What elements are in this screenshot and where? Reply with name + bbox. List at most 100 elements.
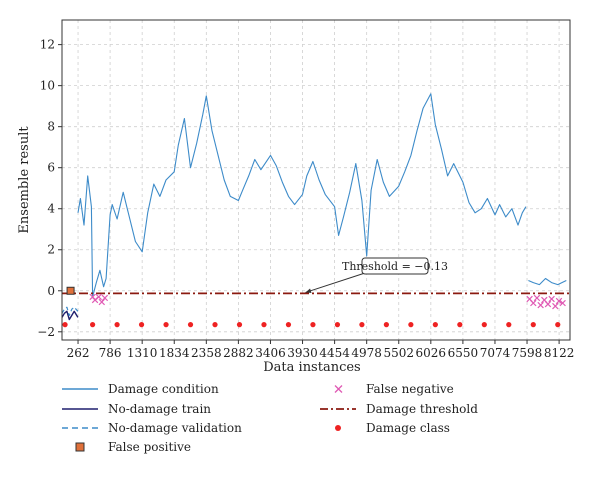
legend-item-nd-val: No-damage validation — [62, 421, 242, 435]
y-tick-label: 8 — [47, 120, 55, 134]
x-tick-label: 6026 — [416, 346, 447, 360]
damage-class-point — [383, 322, 389, 328]
x-tick-label: 7074 — [480, 346, 511, 360]
damage-class-point — [555, 322, 561, 328]
legend-swatch — [335, 425, 341, 431]
legend-item-false-negative: False negative — [334, 382, 454, 396]
damage-class-point — [408, 322, 414, 328]
series-no-damage-train — [61, 310, 79, 321]
false-negative-stroke — [544, 300, 552, 308]
false-negative-stroke — [95, 293, 102, 301]
axes-layer — [61, 19, 571, 341]
x-tick-label: 2358 — [191, 346, 222, 360]
x-tick-label: 786 — [99, 346, 122, 360]
false-negative-point — [555, 297, 563, 305]
legend-label: No-damage train — [108, 402, 211, 416]
series-layer — [61, 93, 570, 321]
legend: Damage condition False negative No-damage … — [62, 382, 478, 454]
x-tick-label: 8122 — [544, 346, 575, 360]
damage-class-point — [62, 322, 68, 328]
y-tick-label: 0 — [47, 284, 55, 298]
legend-item-false-positive: False positive — [75, 440, 191, 454]
x-tick-label: 262 — [67, 346, 90, 360]
legend-swatch — [334, 385, 343, 393]
false-negative-stroke — [98, 298, 106, 306]
damage-class-point — [334, 322, 341, 328]
x-tick-label: 2882 — [223, 346, 254, 360]
x-tick-label: 6550 — [448, 346, 479, 360]
damage-class-point — [457, 322, 463, 328]
y-tick-label: −2 — [37, 325, 55, 339]
legend-label: False positive — [108, 440, 191, 454]
false-negative-stroke — [552, 302, 559, 310]
legend-label: No-damage validation — [108, 421, 242, 435]
false-negative-point — [101, 294, 109, 302]
damage-class-point — [138, 322, 145, 328]
false-negative-point — [533, 294, 541, 302]
legend-label: Damage class — [366, 421, 450, 435]
y-tick-label: 2 — [47, 243, 55, 257]
false-negative-point — [95, 293, 102, 301]
false-negative-stroke — [533, 294, 541, 302]
x-tick-label: 4454 — [319, 346, 350, 360]
markers-layer — [62, 286, 566, 328]
false-negative-stroke — [530, 299, 537, 307]
damage-class-point — [90, 322, 96, 328]
legend-swatch — [75, 442, 85, 452]
false-negative-point — [537, 301, 544, 309]
legend-label: False negative — [366, 382, 454, 396]
ticks-layer: 262 786 1310 1834 2358 2882 3406 3930 4454 4978 55… — [37, 38, 574, 360]
false-negative-point — [98, 298, 106, 306]
annotation-box — [361, 257, 429, 275]
false-negative-stroke — [559, 299, 566, 307]
y-tick-label: 10 — [40, 79, 55, 93]
series-no-damage-validation — [61, 306, 79, 316]
damage-class-point — [432, 322, 438, 328]
legend-item-nd-train: No-damage train — [62, 402, 211, 416]
false-positive-point — [66, 286, 75, 295]
annotation-arrowhead — [305, 288, 312, 293]
damage-class-point — [212, 322, 218, 328]
damage-class-point — [236, 322, 243, 328]
y-axis-title: Ensemble result — [17, 126, 32, 234]
x-tick-label: 3406 — [255, 346, 286, 360]
damage-class-point — [506, 322, 512, 328]
damage-class-point — [163, 322, 169, 328]
damage-class-point — [187, 322, 194, 328]
damage-class-point — [530, 322, 536, 328]
false-negative-stroke — [101, 294, 109, 302]
y-tick-label: 6 — [47, 161, 55, 175]
damage-class-point — [481, 322, 487, 328]
damage-class-point — [310, 322, 316, 328]
legend-item-damage: Damage condition — [62, 382, 219, 396]
x-tick-label: 5502 — [383, 346, 414, 360]
y-tick-label: 4 — [47, 202, 55, 216]
false-negative-point — [548, 295, 555, 303]
x-tick-label: 4978 — [351, 346, 382, 360]
false-negative-stroke — [541, 296, 548, 304]
x-axis-title: Data instances — [263, 360, 360, 375]
false-negative-point — [552, 302, 559, 310]
false-negative-point — [544, 300, 552, 308]
false-negative-stroke — [537, 301, 544, 309]
x-tick-label: 1310 — [127, 346, 158, 360]
false-negative-point — [559, 299, 566, 307]
damage-class-point — [359, 322, 365, 328]
legend-item-damage-class: Damage class — [335, 421, 450, 435]
series-damage-condition-end-segment — [528, 277, 567, 286]
legend-item-threshold: Damage threshold — [320, 402, 478, 416]
x-tick-label: 3930 — [287, 346, 318, 360]
legend-label: Damage condition — [108, 382, 219, 396]
damage-class-point — [285, 322, 292, 328]
annotation-arrow — [305, 272, 366, 293]
false-negative-stroke — [555, 297, 563, 305]
false-negative-stroke — [526, 295, 533, 303]
plot-frame — [61, 19, 571, 341]
x-tick-label: 1834 — [159, 346, 190, 360]
threshold-annotation: Threshold = −0.13 — [305, 257, 448, 293]
annotation-text: Threshold = −0.13 — [342, 260, 448, 273]
false-negative-point — [530, 299, 537, 307]
false-negative-stroke — [548, 295, 555, 303]
